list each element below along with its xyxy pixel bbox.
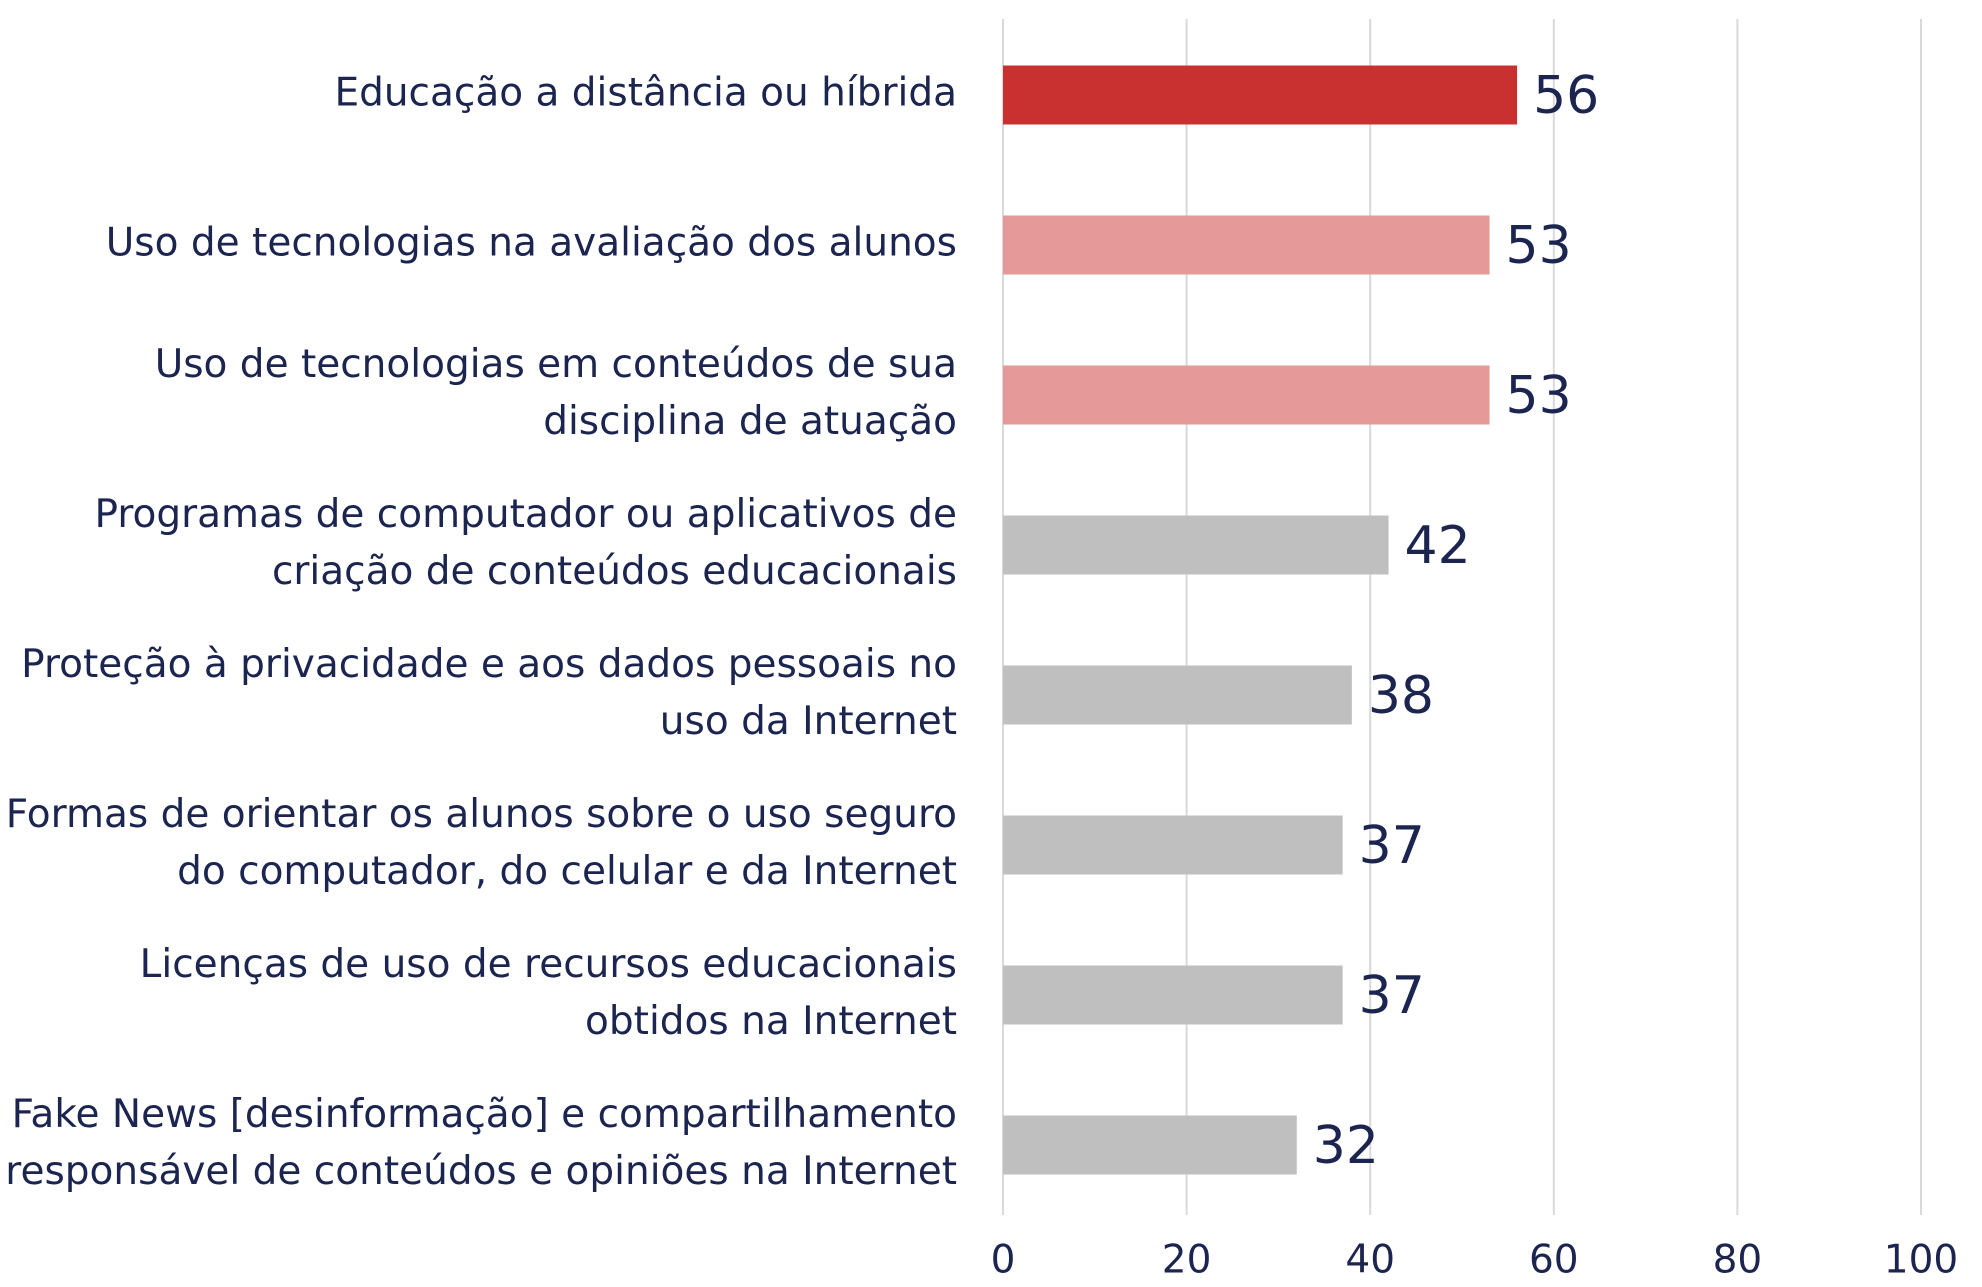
category-label: Uso de tecnologias na avaliação dos alun… bbox=[106, 221, 957, 266]
value-label: 53 bbox=[1506, 216, 1572, 276]
value-label: 38 bbox=[1368, 666, 1434, 726]
bar bbox=[1003, 815, 1343, 875]
x-tick-label: 80 bbox=[1713, 1238, 1763, 1283]
value-label: 56 bbox=[1533, 66, 1599, 126]
bar bbox=[1003, 515, 1389, 575]
category-label: Programas de computador ou aplicativos d… bbox=[95, 492, 958, 537]
x-tick-label: 40 bbox=[1345, 1238, 1395, 1283]
category-label: do computador, do celular e da Internet bbox=[177, 849, 957, 894]
value-label: 42 bbox=[1405, 516, 1471, 576]
value-label: 53 bbox=[1506, 366, 1572, 426]
bar bbox=[1003, 665, 1352, 725]
category-label: Educação a distância ou híbrida bbox=[334, 71, 957, 116]
value-label: 37 bbox=[1359, 966, 1425, 1026]
bar bbox=[1003, 215, 1490, 275]
bar bbox=[1003, 1115, 1297, 1175]
category-label: responsável de conteúdos e opiniões na I… bbox=[5, 1149, 957, 1194]
category-label: Licenças de uso de recursos educacionais bbox=[140, 942, 957, 987]
category-label: disciplina de atuação bbox=[543, 399, 957, 444]
category-label: Proteção à privacidade e aos dados pesso… bbox=[21, 642, 957, 687]
value-label: 32 bbox=[1313, 1116, 1379, 1176]
bar bbox=[1003, 965, 1343, 1025]
value-label: 37 bbox=[1359, 816, 1425, 876]
bar bbox=[1003, 365, 1490, 425]
category-label: obtidos na Internet bbox=[585, 999, 957, 1044]
category-label: Formas de orientar os alunos sobre o uso… bbox=[6, 792, 957, 837]
x-tick-label: 60 bbox=[1529, 1238, 1579, 1283]
x-tick-label: 20 bbox=[1162, 1238, 1212, 1283]
category-label: criação de conteúdos educacionais bbox=[272, 549, 957, 594]
category-label: Uso de tecnologias em conteúdos de sua bbox=[155, 342, 957, 387]
x-tick-label: 0 bbox=[991, 1238, 1016, 1283]
category-label: uso da Internet bbox=[660, 699, 957, 744]
x-tick-label: 100 bbox=[1884, 1238, 1958, 1283]
bar bbox=[1003, 65, 1518, 125]
category-label: Fake News [desinformação] e compartilham… bbox=[12, 1092, 957, 1137]
